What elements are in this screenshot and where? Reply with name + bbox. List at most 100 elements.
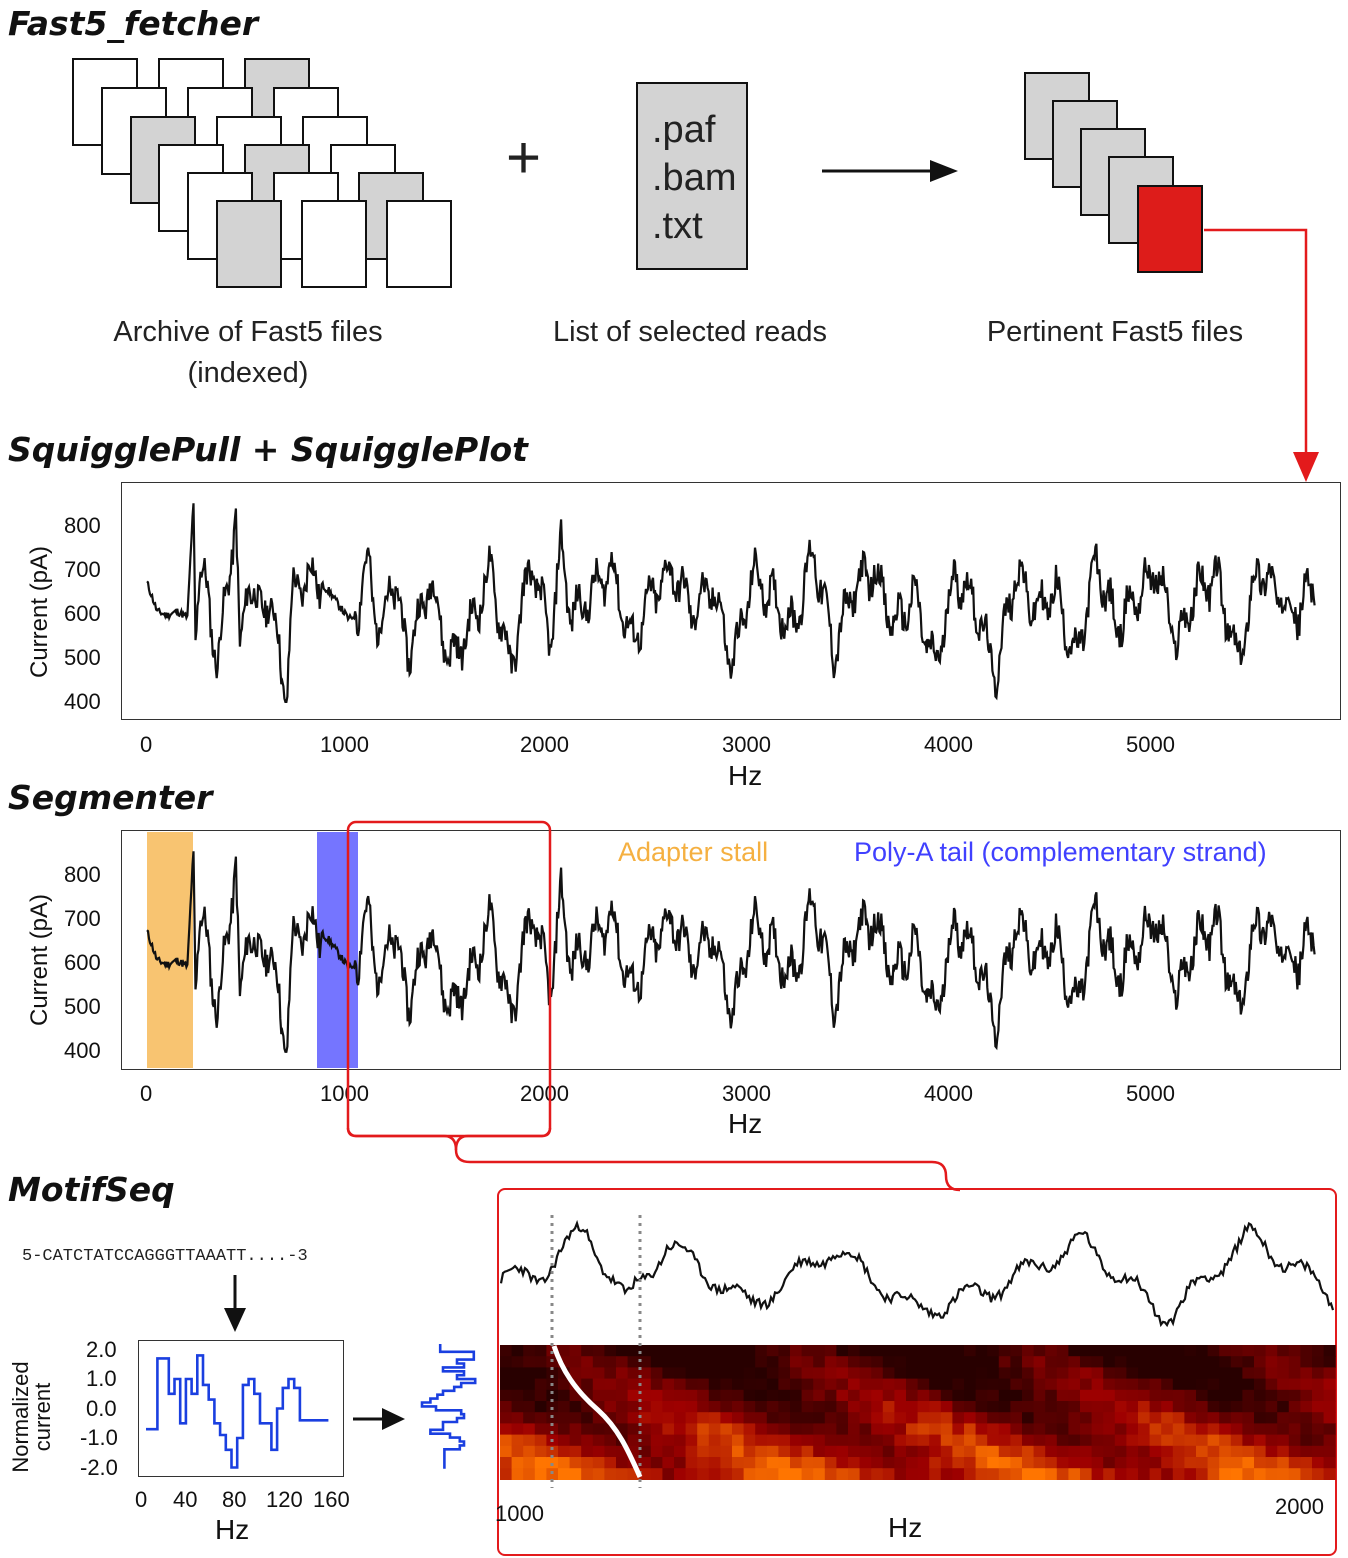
heatmap-cell <box>523 1389 536 1402</box>
heatmap-cell <box>1056 1412 1069 1424</box>
zoom-xtick-left: 1000 <box>495 1501 544 1526</box>
heatmap-cell <box>940 1389 953 1402</box>
heatmap-cell <box>882 1457 895 1469</box>
heatmap-cell <box>1254 1445 1267 1458</box>
legend-adapter-stall: Adapter stall <box>618 837 769 867</box>
heatmap-cell <box>755 1389 768 1402</box>
heatmap-cell <box>1288 1457 1301 1469</box>
heatmap-cell <box>534 1378 547 1391</box>
heatmap-cell <box>1312 1445 1325 1458</box>
heatmap-cell <box>824 1367 837 1380</box>
heatmap-cell <box>824 1445 837 1458</box>
motif-sequence: 5-CATCTATCCAGGGTTAAATT....-3 <box>22 1247 308 1266</box>
heatmap-cell <box>987 1468 1000 1480</box>
heatmap-cell <box>627 1423 640 1436</box>
squiggle-xtick: 0 <box>140 732 153 757</box>
heatmap-cell <box>732 1367 745 1380</box>
motif-profile-rotated <box>420 1344 477 1469</box>
heatmap-cell <box>940 1412 953 1424</box>
heatmap-cell <box>906 1457 919 1469</box>
heatmap-cell <box>1080 1468 1093 1480</box>
heatmap-cell <box>674 1389 687 1402</box>
heatmap-cell <box>1242 1401 1255 1413</box>
heatmap-cell <box>778 1356 791 1368</box>
heatmap-cell <box>778 1378 791 1391</box>
heatmap-cell <box>685 1356 698 1368</box>
heatmap-cell <box>558 1356 571 1368</box>
heatmap-cell <box>1091 1345 1104 1357</box>
heatmap-cell <box>1323 1389 1336 1402</box>
heatmap-cell <box>592 1356 605 1368</box>
heatmap-cell <box>766 1356 779 1368</box>
heatmap-cell <box>801 1468 814 1480</box>
heatmap-cell <box>569 1423 582 1436</box>
heatmap-cell <box>1277 1389 1290 1402</box>
squiggle-xtick: 2000 <box>520 732 569 757</box>
heatmap-cell <box>952 1378 965 1391</box>
heatmap-cell <box>1161 1378 1174 1391</box>
heatmap-cell <box>848 1367 861 1380</box>
heatmap-cell <box>1172 1378 1185 1391</box>
heatmap-cell <box>987 1423 1000 1436</box>
heatmap-cell <box>639 1367 652 1380</box>
segmenter-xtick: 3000 <box>722 1081 771 1106</box>
heatmap-cell <box>871 1378 884 1391</box>
heatmap-cell <box>1114 1445 1127 1458</box>
heatmap-cell <box>1219 1367 1232 1380</box>
heatmap-cell <box>558 1412 571 1424</box>
heatmap-cell <box>987 1389 1000 1402</box>
heatmap-cell <box>1138 1445 1151 1458</box>
heatmap-cell <box>1265 1468 1278 1480</box>
heatmap-cell <box>604 1345 617 1357</box>
heatmap-cell <box>1114 1457 1127 1469</box>
heatmap-cell <box>778 1412 791 1424</box>
heatmap-cell <box>1033 1434 1046 1447</box>
heatmap-cell <box>674 1356 687 1368</box>
heatmap-cell <box>1300 1412 1313 1424</box>
heatmap-cell <box>1103 1445 1116 1458</box>
squiggle-xlabel: Hz <box>728 760 763 791</box>
heatmap-cell <box>778 1389 791 1402</box>
heatmap-cell <box>1288 1468 1301 1480</box>
motif-profile-line <box>420 1344 477 1469</box>
heatmap-cell <box>813 1423 826 1436</box>
heatmap-cell <box>1033 1412 1046 1424</box>
heatmap-cell <box>1114 1367 1127 1380</box>
heatmap-cell <box>569 1367 582 1380</box>
heatmap-cell <box>1242 1445 1255 1458</box>
heatmap-cell <box>940 1423 953 1436</box>
heatmap-cell <box>708 1367 721 1380</box>
heatmap-cell <box>1056 1468 1069 1480</box>
heatmap-cell <box>940 1378 953 1391</box>
heatmap-cell <box>708 1389 721 1402</box>
heatmap-cell <box>1010 1445 1023 1458</box>
heatmap-cell <box>848 1345 861 1357</box>
heatmap-cell <box>975 1345 988 1357</box>
heatmap-cell <box>1080 1345 1093 1357</box>
heatmap-cell <box>650 1356 663 1368</box>
heatmap-cell <box>975 1401 988 1413</box>
heatmap-cell <box>871 1389 884 1402</box>
heatmap-cell <box>1277 1412 1290 1424</box>
heatmap-cell <box>940 1457 953 1469</box>
heatmap-cell <box>975 1367 988 1380</box>
heatmap-cell <box>732 1468 745 1480</box>
heatmap-cell <box>790 1356 803 1368</box>
heatmap-cell <box>766 1367 779 1380</box>
segmenter-xlabel: Hz <box>728 1108 763 1139</box>
heatmap-cell <box>1126 1468 1139 1480</box>
heatmap-cell <box>1103 1378 1116 1391</box>
heatmap-cell <box>1172 1367 1185 1380</box>
fast5-file-card <box>386 200 452 288</box>
heatmap-cell <box>1184 1412 1197 1424</box>
heatmap-cell <box>1277 1457 1290 1469</box>
heatmap-cell <box>627 1434 640 1447</box>
heatmap-cell <box>1265 1345 1278 1357</box>
heatmap-cell <box>1288 1401 1301 1413</box>
heatmap-cell <box>801 1423 814 1436</box>
heatmap-cell <box>627 1412 640 1424</box>
motif-xtick: 40 <box>173 1487 198 1512</box>
heatmap-cell <box>1126 1367 1139 1380</box>
heatmap-cell <box>1010 1367 1023 1380</box>
heatmap-cell <box>929 1457 942 1469</box>
